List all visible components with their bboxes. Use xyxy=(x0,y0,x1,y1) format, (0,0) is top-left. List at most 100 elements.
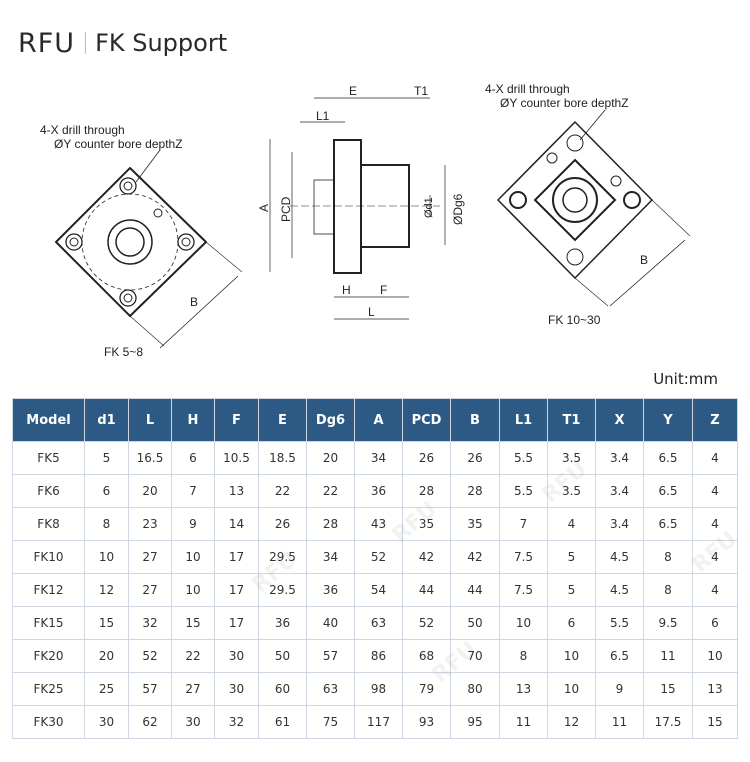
table-cell: 10 xyxy=(692,639,738,673)
table-cell: 20 xyxy=(306,441,355,475)
table-cell: 5.5 xyxy=(499,441,548,475)
table-cell: FK6 xyxy=(12,474,85,508)
table-cell: FK12 xyxy=(12,573,85,607)
table-cell: 10 xyxy=(171,573,215,607)
table-cell: 3.4 xyxy=(595,474,644,508)
table-cell: 8 xyxy=(643,540,693,574)
table-row: FK8 8 23 9 14 26 28 43 35 35 7 4 3.4 6.5 4 xyxy=(12,507,738,541)
column-header: Z xyxy=(692,398,738,442)
table-cell: 63 xyxy=(306,672,355,706)
dim-dg6: ØDg6 xyxy=(451,193,465,225)
table-cell: 44 xyxy=(402,573,451,607)
right-note-line2: ØY counter bore depthZ xyxy=(500,96,629,110)
page-header: RFU FK Support xyxy=(18,26,227,60)
table-cell: 3.4 xyxy=(595,441,644,475)
left-dim-b: B xyxy=(190,295,198,309)
table-cell: 6.5 xyxy=(643,507,693,541)
side-view: E T1 L1 A PCD Ød1 ØDg6 H F L xyxy=(257,84,465,320)
table-cell: 18.5 xyxy=(258,441,307,475)
right-caption: FK 10~30 xyxy=(548,313,601,327)
table-cell: 6.5 xyxy=(643,474,693,508)
table-cell: 6 xyxy=(692,606,738,640)
table-cell: 22 xyxy=(171,639,215,673)
table-cell: 8 xyxy=(499,639,548,673)
table-cell: 93 xyxy=(402,705,451,739)
table-cell: FK25 xyxy=(12,672,85,706)
table-cell: 13 xyxy=(692,672,738,706)
technical-drawing: 4-X drill through ØY counter bore depthZ… xyxy=(40,82,691,359)
table-cell: 10 xyxy=(499,606,548,640)
table-cell: 4.5 xyxy=(595,573,644,607)
table-row: FK6 6 20 7 13 22 22 36 28 28 5.5 3.5 3.4 6.5 4 xyxy=(12,474,738,508)
brand-logo: RFU xyxy=(18,27,76,59)
table-cell: 4 xyxy=(692,441,738,475)
table-cell: 75 xyxy=(306,705,355,739)
table-cell: 7 xyxy=(171,474,215,508)
table-cell: FK10 xyxy=(12,540,85,574)
table-cell: 26 xyxy=(450,441,500,475)
column-header: X xyxy=(595,398,644,442)
table-cell: 52 xyxy=(354,540,403,574)
table-cell: 9.5 xyxy=(643,606,693,640)
table-cell: 10 xyxy=(171,540,215,574)
table-cell: 6.5 xyxy=(595,639,644,673)
table-cell: 32 xyxy=(214,705,259,739)
table-cell: 11 xyxy=(595,705,644,739)
table-cell: 17 xyxy=(214,606,259,640)
table-cell: 23 xyxy=(128,507,172,541)
table-cell: 4 xyxy=(692,474,738,508)
front-view-fk5-8: 4-X drill through ØY counter bore depthZ… xyxy=(40,123,243,359)
table-cell: 22 xyxy=(258,474,307,508)
table-cell: 57 xyxy=(128,672,172,706)
table-cell: 50 xyxy=(450,606,500,640)
table-cell: 10 xyxy=(547,639,596,673)
table-cell: 95 xyxy=(450,705,500,739)
table-cell: 30 xyxy=(214,639,259,673)
dim-e: E xyxy=(349,84,357,98)
table-cell: 29.5 xyxy=(258,540,307,574)
table-cell: 14 xyxy=(214,507,259,541)
table-cell: 6 xyxy=(171,441,215,475)
column-header: PCD xyxy=(402,398,451,442)
table-cell: 20 xyxy=(84,639,129,673)
table-cell: 80 xyxy=(450,672,500,706)
table-cell: 34 xyxy=(354,441,403,475)
column-header: H xyxy=(171,398,215,442)
table-cell: 4 xyxy=(692,507,738,541)
table-cell: 4 xyxy=(547,507,596,541)
table-cell: 10 xyxy=(84,540,129,574)
right-dim-b: B xyxy=(640,253,648,267)
table-cell: 98 xyxy=(354,672,403,706)
table-cell: 62 xyxy=(128,705,172,739)
table-cell: 9 xyxy=(595,672,644,706)
table-cell: 12 xyxy=(547,705,596,739)
table-cell: 28 xyxy=(402,474,451,508)
table-cell: FK30 xyxy=(12,705,85,739)
dim-t1: T1 xyxy=(414,84,428,98)
table-cell: 27 xyxy=(128,540,172,574)
table-cell: 117 xyxy=(354,705,403,739)
table-cell: 8 xyxy=(84,507,129,541)
table-row: FK12 12 27 10 17 29.5 36 54 44 44 7.5 5 4.5 8 4 xyxy=(12,573,738,607)
table-cell: 86 xyxy=(354,639,403,673)
dim-d1: Ød1 xyxy=(423,197,435,218)
table-cell: 32 xyxy=(128,606,172,640)
dim-l: L xyxy=(368,305,375,319)
table-cell: 42 xyxy=(402,540,451,574)
table-row: FK25 25 57 27 30 60 63 98 79 80 13 10 9 15 13 xyxy=(12,672,738,706)
column-header: Model xyxy=(12,398,85,442)
table-cell: 26 xyxy=(258,507,307,541)
table-cell: 36 xyxy=(258,606,307,640)
table-cell: 4.5 xyxy=(595,540,644,574)
left-note-line1: 4-X drill through xyxy=(40,123,125,137)
table-cell: 60 xyxy=(258,672,307,706)
table-cell: 11 xyxy=(499,705,548,739)
table-cell: 40 xyxy=(306,606,355,640)
front-view-fk10-30: 4-X drill through ØY counter bore depthZ… xyxy=(485,82,691,327)
table-cell: FK15 xyxy=(12,606,85,640)
table-cell: 50 xyxy=(258,639,307,673)
table-cell: 63 xyxy=(354,606,403,640)
left-note-line2: ØY counter bore depthZ xyxy=(54,137,183,151)
table-cell: 57 xyxy=(306,639,355,673)
title-divider xyxy=(85,32,87,54)
